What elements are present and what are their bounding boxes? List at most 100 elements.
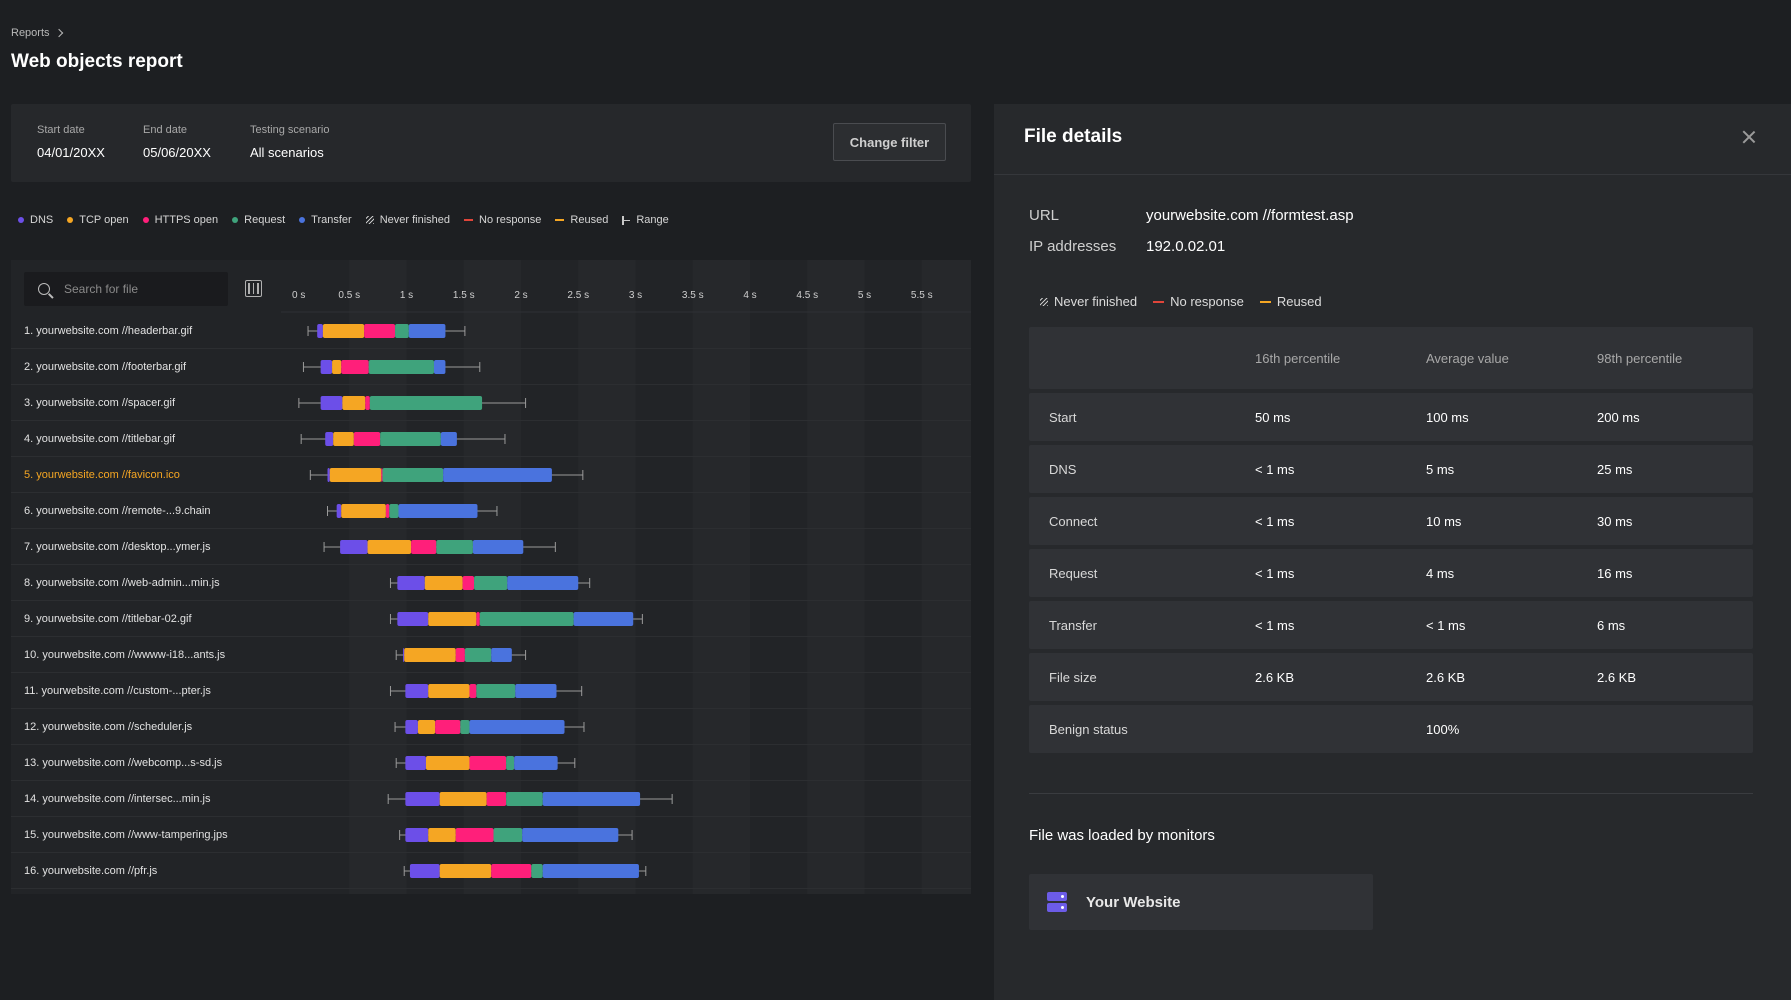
dot-marker-icon: [67, 217, 74, 223]
timing-segment: [405, 792, 440, 806]
hatch-marker-icon: [1040, 297, 1048, 306]
timing-segment: [367, 540, 412, 554]
timing-segment: [340, 540, 368, 554]
timing-segment: [389, 504, 399, 518]
url-value: yourwebsite.com //formtest.asp: [1146, 207, 1354, 224]
change-filter-button[interactable]: Change filter: [833, 123, 946, 161]
column-header: 16th percentile: [1255, 350, 1341, 366]
file-row-label[interactable]: 2. yourwebsite.com //footerbar.gif: [11, 349, 281, 385]
file-row-label[interactable]: 3. yourwebsite.com //spacer.gif: [11, 385, 281, 421]
timing-segment: [573, 612, 634, 626]
legend-item: DNS: [18, 214, 53, 226]
table-row: Transfer < 1 ms < 1 ms 6 ms: [1029, 601, 1753, 649]
file-row-label[interactable]: 16. yourwebsite.com //pfr.js: [11, 853, 281, 889]
breadcrumb: Reports: [11, 27, 63, 39]
details-legend-label: No response: [1170, 294, 1244, 309]
filter-scenario: Testing scenario All scenarios: [250, 124, 330, 160]
file-row-label[interactable]: 9. yourwebsite.com //titlebar-02.gif: [11, 601, 281, 637]
table-cell: < 1 ms: [1255, 513, 1295, 529]
search-input[interactable]: [62, 281, 216, 297]
timing-segment: [353, 432, 381, 446]
timing-segment: [342, 396, 366, 410]
monitor-name: Your Website: [1086, 893, 1181, 911]
table-cell: Connect: [1049, 513, 1098, 529]
table-cell: 16 ms: [1597, 565, 1633, 581]
timing-segment: [397, 576, 425, 590]
dot-marker-icon: [142, 217, 149, 223]
percentile-table-header: 16th percentile Average value 98th percent…: [1029, 327, 1753, 389]
file-row-label[interactable]: 12. yourwebsite.com //scheduler.js: [11, 709, 281, 745]
tick-label: 0 s: [292, 290, 305, 301]
timing-segment: [405, 720, 418, 734]
start-date-label: Start date: [37, 124, 85, 136]
timing-segment: [320, 396, 343, 410]
file-row-label[interactable]: 7. yourwebsite.com //desktop...ymer.js: [11, 529, 281, 565]
timing-segment: [385, 504, 390, 518]
legend-label: Request: [244, 214, 286, 226]
timing-segment: [405, 828, 429, 842]
timing-segment: [455, 648, 465, 662]
chevron-right-icon: [54, 28, 63, 38]
column-header: Average value: [1426, 350, 1509, 366]
table-row: File size 2.6 KB 2.6 KB 2.6 KB: [1029, 653, 1753, 701]
table-cell: Transfer: [1049, 617, 1097, 633]
timing-segment: [469, 684, 477, 698]
columns-icon[interactable]: [245, 280, 262, 297]
end-date-value: 05/06/20XX: [143, 145, 211, 160]
tick-label: 4 s: [743, 290, 756, 301]
file-row-label[interactable]: 4. yourwebsite.com //titlebar.gif: [11, 421, 281, 457]
table-cell: Request: [1049, 565, 1098, 581]
details-legend: Never finished No response Reused: [1040, 294, 1322, 309]
table-cell: 5 ms: [1426, 461, 1455, 477]
table-cell: < 1 ms: [1255, 461, 1295, 477]
close-icon[interactable]: [1741, 129, 1757, 145]
file-row-label[interactable]: 1. yourwebsite.com //headerbar.gif: [11, 313, 281, 349]
end-date-label: End date: [143, 124, 188, 136]
breadcrumb-reports-link[interactable]: Reports: [11, 27, 50, 39]
table-row: Request < 1 ms 4 ms 16 ms: [1029, 549, 1753, 597]
file-row-label[interactable]: 6. yourwebsite.com //remote-...9.chain: [11, 493, 281, 529]
filter-end-date: End date 05/06/20XX: [143, 124, 211, 160]
timing-segment: [320, 360, 333, 374]
tick-label: 1.5 s: [453, 290, 475, 301]
dash-marker-icon: [555, 219, 565, 221]
timing-segment: [403, 648, 405, 662]
percentile-table: 16th percentile Average value 98th percent…: [1029, 327, 1753, 757]
file-row-label[interactable]: 11. yourwebsite.com //custom-...pter.js: [11, 673, 281, 709]
details-legend-item: No response: [1153, 294, 1244, 309]
timing-segment: [491, 864, 532, 878]
filter-bar: Start date 04/01/20XX End date 05/06/20X…: [11, 104, 971, 182]
file-details-title: File details: [1024, 126, 1123, 147]
file-row-label[interactable]: 10. yourwebsite.com //wwww-i18...ants.js: [11, 637, 281, 673]
legend-label: TCP open: [79, 214, 129, 226]
details-legend-label: Never finished: [1054, 294, 1138, 309]
legend-item: Range: [622, 214, 669, 226]
monitor-card[interactable]: Your Website: [1029, 874, 1373, 930]
legend-item: No response: [464, 214, 541, 226]
grid-band: [692, 260, 750, 894]
file-row-label[interactable]: 13. yourwebsite.com //webcomp...s-sd.js: [11, 745, 281, 781]
timing-segment: [440, 432, 457, 446]
file-row-label[interactable]: 8. yourwebsite.com //web-admin...min.js: [11, 565, 281, 601]
search-box[interactable]: [24, 272, 228, 306]
server-icon: [1047, 892, 1067, 912]
dash-marker-icon: [1153, 300, 1165, 303]
file-row-label[interactable]: 14. yourwebsite.com //intersec...min.js: [11, 781, 281, 817]
table-cell: 100 ms: [1426, 409, 1469, 425]
grid-band: [578, 260, 636, 894]
file-row-label[interactable]: 15. yourwebsite.com //www-tampering.jps: [11, 817, 281, 853]
timing-segment: [455, 828, 494, 842]
timing-segment: [542, 792, 641, 806]
file-row-label[interactable]: 5. yourwebsite.com //favicon.ico: [11, 457, 281, 493]
table-cell: < 1 ms: [1255, 565, 1295, 581]
monitors-title: File was loaded by monitors: [1029, 827, 1215, 844]
tick-label: 3 s: [629, 290, 642, 301]
legend-item: TCP open: [67, 214, 129, 226]
dot-marker-icon: [299, 217, 306, 223]
file-details-header: File details: [994, 104, 1791, 175]
table-cell: Benign status: [1049, 721, 1128, 737]
timing-segment: [424, 576, 463, 590]
timing-segment: [428, 612, 477, 626]
timing-segment: [405, 684, 429, 698]
timing-segment: [506, 756, 515, 770]
